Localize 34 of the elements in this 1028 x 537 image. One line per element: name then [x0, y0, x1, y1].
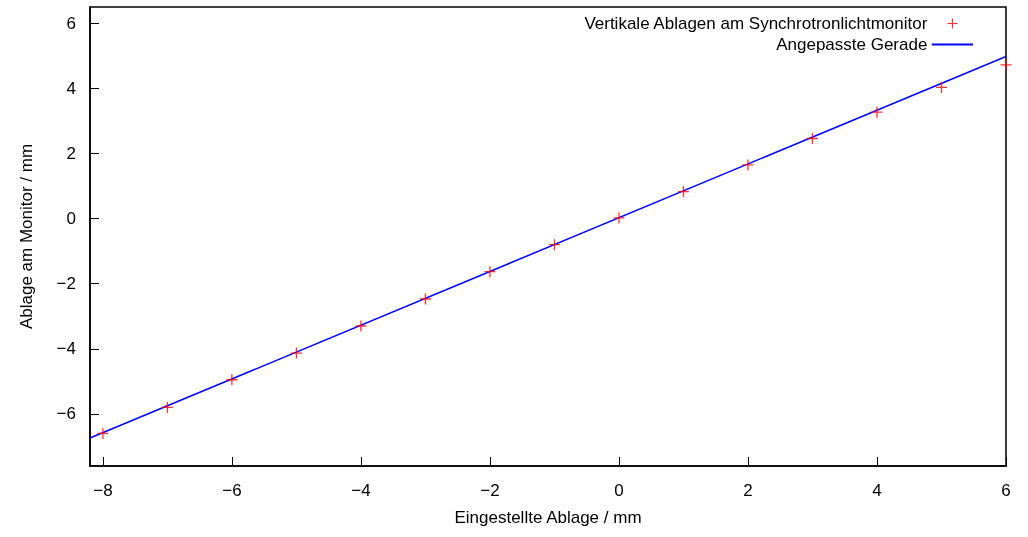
point: [419, 292, 432, 306]
y-tick-label: 2: [66, 143, 76, 163]
y-axis-title: Ablage am Monitor / mm: [17, 143, 36, 330]
legend-label: Vertikale Ablagen am Synchrotronlichtmonitor: [584, 14, 928, 33]
point: [806, 132, 819, 145]
x-tick-label: −8: [93, 481, 113, 500]
point: [96, 427, 110, 440]
x-tick-label: 4: [872, 481, 882, 500]
point: [354, 319, 368, 333]
point: [677, 185, 690, 198]
y-tick-label: 4: [66, 78, 76, 98]
y-tick-label: −2: [56, 274, 76, 294]
point: [548, 238, 561, 251]
point: [870, 106, 884, 119]
x-tick-label: −2: [480, 481, 500, 500]
point: [935, 81, 948, 94]
x-axis-title: Eingestellte Ablage / mm: [454, 508, 642, 527]
y-tick-label: 6: [66, 13, 76, 33]
x-tick-label: 0: [614, 481, 624, 500]
point: [290, 346, 303, 360]
point: [225, 373, 239, 386]
legend-label: Angepasste Gerade: [776, 35, 928, 54]
point: [161, 401, 174, 414]
point: [612, 211, 626, 225]
x-tick-label: 6: [1001, 481, 1011, 500]
y-tick-label: −4: [56, 339, 76, 359]
y-tick-label: −6: [56, 404, 76, 424]
y-tick-label: 0: [66, 209, 76, 229]
point: [741, 158, 755, 172]
x-tick-label: −4: [351, 481, 371, 500]
point: [999, 58, 1013, 72]
x-tick-label: 2: [743, 481, 753, 500]
x-tick-label: −6: [222, 481, 242, 500]
point: [483, 265, 497, 278]
